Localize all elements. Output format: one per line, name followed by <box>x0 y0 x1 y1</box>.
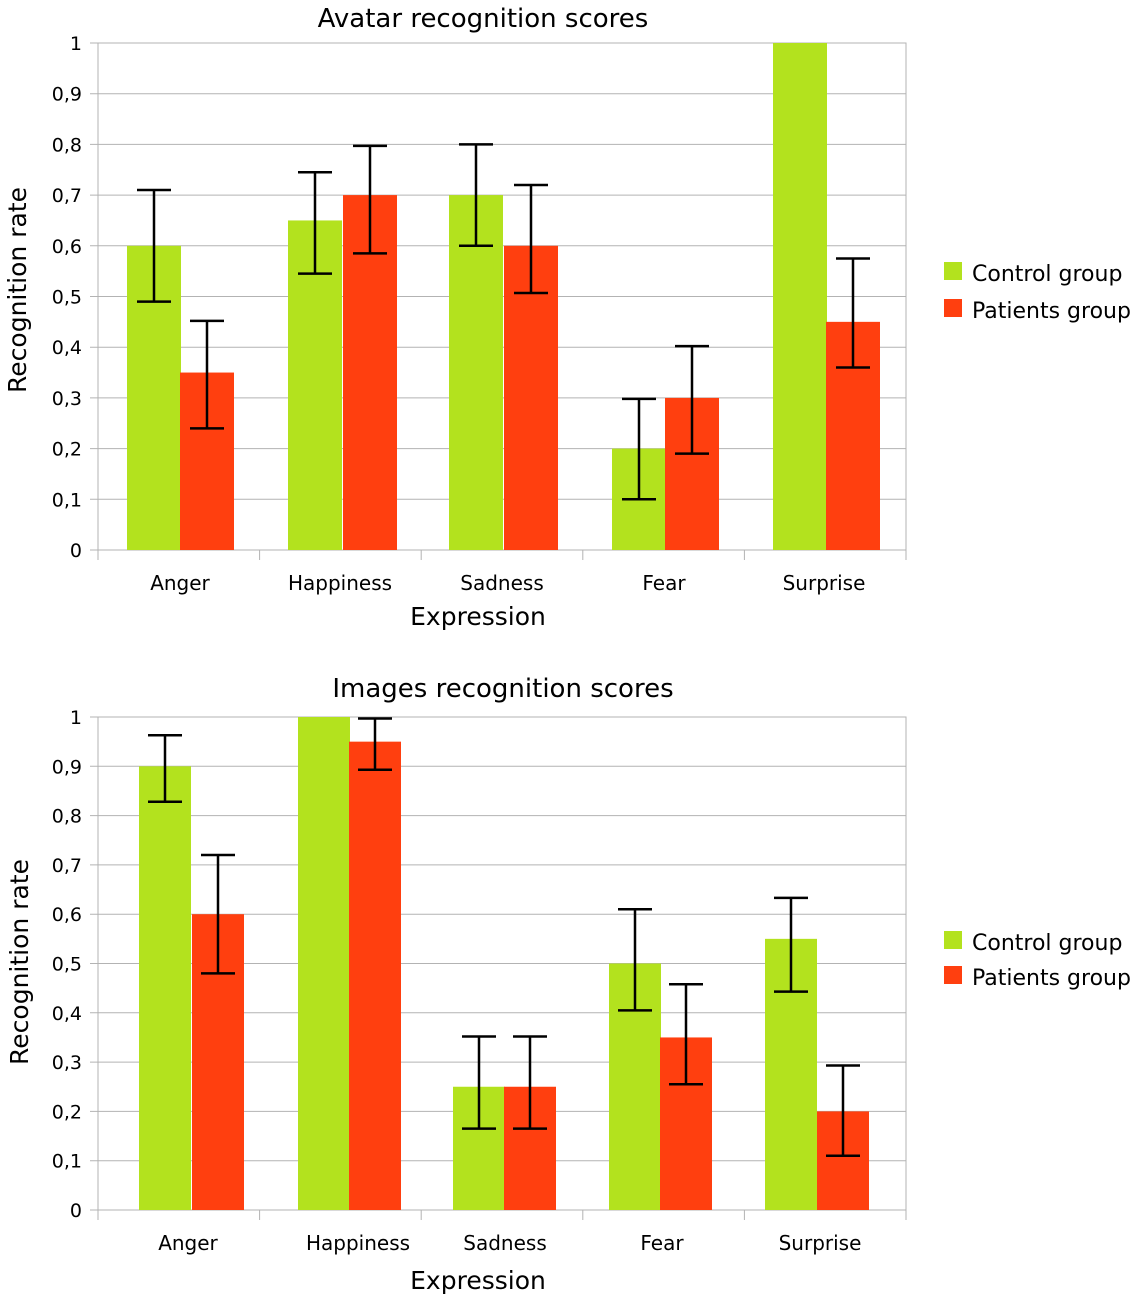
error-bar <box>675 344 709 455</box>
legend-swatch-control <box>944 262 962 280</box>
chart-avatar: Avatar recognition scores 00,10,20,30,40… <box>3 4 1131 631</box>
y-tick-label: 0,2 <box>52 439 82 461</box>
legend-swatch-patients <box>944 966 962 984</box>
x-tick-labels: Anger Happiness Sadness Fear Surprise <box>158 1231 861 1255</box>
error-bar <box>148 733 182 804</box>
legend-label-patients: Patients group <box>972 966 1131 991</box>
y-tick-label: 0,3 <box>52 388 82 410</box>
y-tick-label: 0,8 <box>52 806 82 828</box>
y-tick-label: 0,4 <box>52 337 82 359</box>
error-bar <box>826 1064 860 1158</box>
bars <box>127 43 880 551</box>
y-tick-label: 0 <box>70 540 82 562</box>
y-tick-label: 0,1 <box>52 489 82 511</box>
error-bar <box>459 143 493 248</box>
error-bar <box>836 257 870 369</box>
x-tick-label: Anger <box>158 1231 218 1255</box>
error-bars <box>137 143 870 501</box>
x-tick-label: Happiness <box>306 1231 410 1255</box>
bar-control-surprise <box>773 43 827 550</box>
x-tick-label: Surprise <box>779 1231 862 1255</box>
error-bar <box>298 171 332 275</box>
y-tick-label: 0 <box>70 1200 82 1222</box>
bar-control-sadness <box>449 195 503 550</box>
chart-title: Avatar recognition scores <box>318 4 649 34</box>
bar-control-anger <box>139 766 191 1210</box>
error-bar <box>513 1035 547 1130</box>
legend-swatch-patients <box>944 299 962 317</box>
bar-control-happiness <box>288 220 342 550</box>
bar-control-happiness <box>298 717 350 1210</box>
y-axis-label: Recognition rate <box>3 187 32 393</box>
chart-title: Images recognition scores <box>332 674 673 704</box>
y-tick-label: 0,5 <box>52 954 82 976</box>
error-bar <box>190 319 224 430</box>
y-tick-label: 0,5 <box>52 287 82 309</box>
y-tick-label: 0,4 <box>52 1003 82 1025</box>
error-bar <box>353 144 387 255</box>
legend-label-patients: Patients group <box>972 299 1131 324</box>
error-bar <box>774 896 808 993</box>
y-tick-label: 0,8 <box>52 134 82 156</box>
error-bar <box>201 853 235 975</box>
y-tick-label: 0,9 <box>52 756 82 778</box>
legend-label-control: Control group <box>972 262 1122 287</box>
error-bar <box>622 397 656 501</box>
y-tick-label: 0,6 <box>52 236 82 258</box>
x-axis-label: Expression <box>410 602 546 631</box>
y-tick-label: 0,3 <box>52 1052 82 1074</box>
bars <box>139 717 869 1210</box>
error-bar <box>618 908 652 1012</box>
y-axis-label: Recognition rate <box>5 859 34 1065</box>
x-tick-labels: Anger Happiness Sadness Fear Surprise <box>150 571 865 595</box>
y-tick-label: 1 <box>70 707 82 729</box>
y-tick-label: 0,1 <box>52 1151 82 1173</box>
legend-swatch-control <box>944 931 962 949</box>
y-tick-label: 0,7 <box>52 185 82 207</box>
error-bars <box>148 717 860 1158</box>
x-tick-label: Happiness <box>288 571 392 595</box>
y-tick-label: 0,6 <box>52 904 82 926</box>
y-tick-label: 1 <box>70 33 82 55</box>
legend: Control group Patients group <box>944 262 1131 324</box>
x-axis-label: Expression <box>410 1266 546 1295</box>
x-tick-label: Sadness <box>460 571 543 595</box>
y-tick-labels: 0 0,1 0,2 0,3 0,4 0,5 0,6 0,7 0,8 0,9 1 <box>52 33 82 562</box>
bar-patients-sadness <box>504 245 558 551</box>
error-bar <box>462 1035 496 1130</box>
legend-label-control: Control group <box>972 931 1122 956</box>
error-bar <box>358 717 392 772</box>
chart-images: Images recognition scores 00,10,20,30,40… <box>5 674 1131 1295</box>
error-bar <box>669 982 703 1086</box>
error-bar <box>514 183 548 295</box>
x-tick-label: Fear <box>642 571 686 595</box>
y-tick-label: 0,9 <box>52 84 82 106</box>
x-tick-label: Anger <box>150 571 210 595</box>
bar-patients-happiness <box>349 741 401 1210</box>
x-tick-label: Fear <box>640 1231 684 1255</box>
y-tick-label: 0,2 <box>52 1101 82 1123</box>
error-bar <box>137 188 171 303</box>
y-tick-labels: 0 0,1 0,2 0,3 0,4 0,5 0,6 0,7 0,8 0,9 1 <box>52 707 82 1222</box>
y-tick-label: 0,7 <box>52 855 82 877</box>
x-tick-label: Surprise <box>783 571 866 595</box>
x-tick-label: Sadness <box>463 1231 546 1255</box>
legend: Control group Patients group <box>944 931 1131 991</box>
